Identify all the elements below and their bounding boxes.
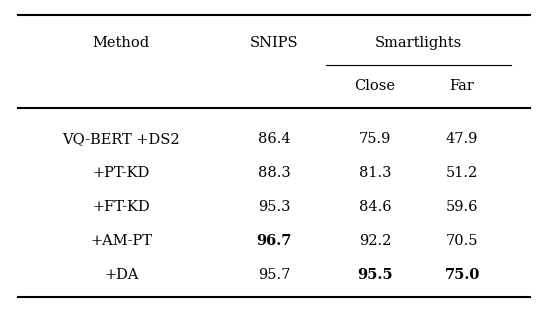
Text: 95.5: 95.5 (357, 268, 393, 282)
Text: Smartlights: Smartlights (375, 36, 462, 50)
Text: VQ-BERT +DS2: VQ-BERT +DS2 (62, 132, 180, 146)
Text: 95.3: 95.3 (258, 200, 290, 214)
Text: 96.7: 96.7 (256, 234, 292, 248)
Text: 81.3: 81.3 (358, 166, 391, 180)
Text: 95.7: 95.7 (258, 268, 290, 282)
Text: 75.9: 75.9 (359, 132, 391, 146)
Text: 47.9: 47.9 (446, 132, 478, 146)
Text: 92.2: 92.2 (359, 234, 391, 248)
Text: 88.3: 88.3 (258, 166, 290, 180)
Text: Method: Method (93, 36, 150, 50)
Text: 51.2: 51.2 (446, 166, 478, 180)
Text: +DA: +DA (104, 268, 139, 282)
Text: 70.5: 70.5 (446, 234, 478, 248)
Text: 59.6: 59.6 (446, 200, 478, 214)
Text: +AM-PT: +AM-PT (90, 234, 152, 248)
Text: +PT-KD: +PT-KD (93, 166, 150, 180)
Text: 75.0: 75.0 (444, 268, 480, 282)
Text: 86.4: 86.4 (258, 132, 290, 146)
Text: Far: Far (450, 80, 475, 93)
Text: Close: Close (355, 80, 395, 93)
Text: +FT-KD: +FT-KD (93, 200, 150, 214)
Text: 84.6: 84.6 (358, 200, 391, 214)
Text: SNIPS: SNIPS (250, 36, 298, 50)
